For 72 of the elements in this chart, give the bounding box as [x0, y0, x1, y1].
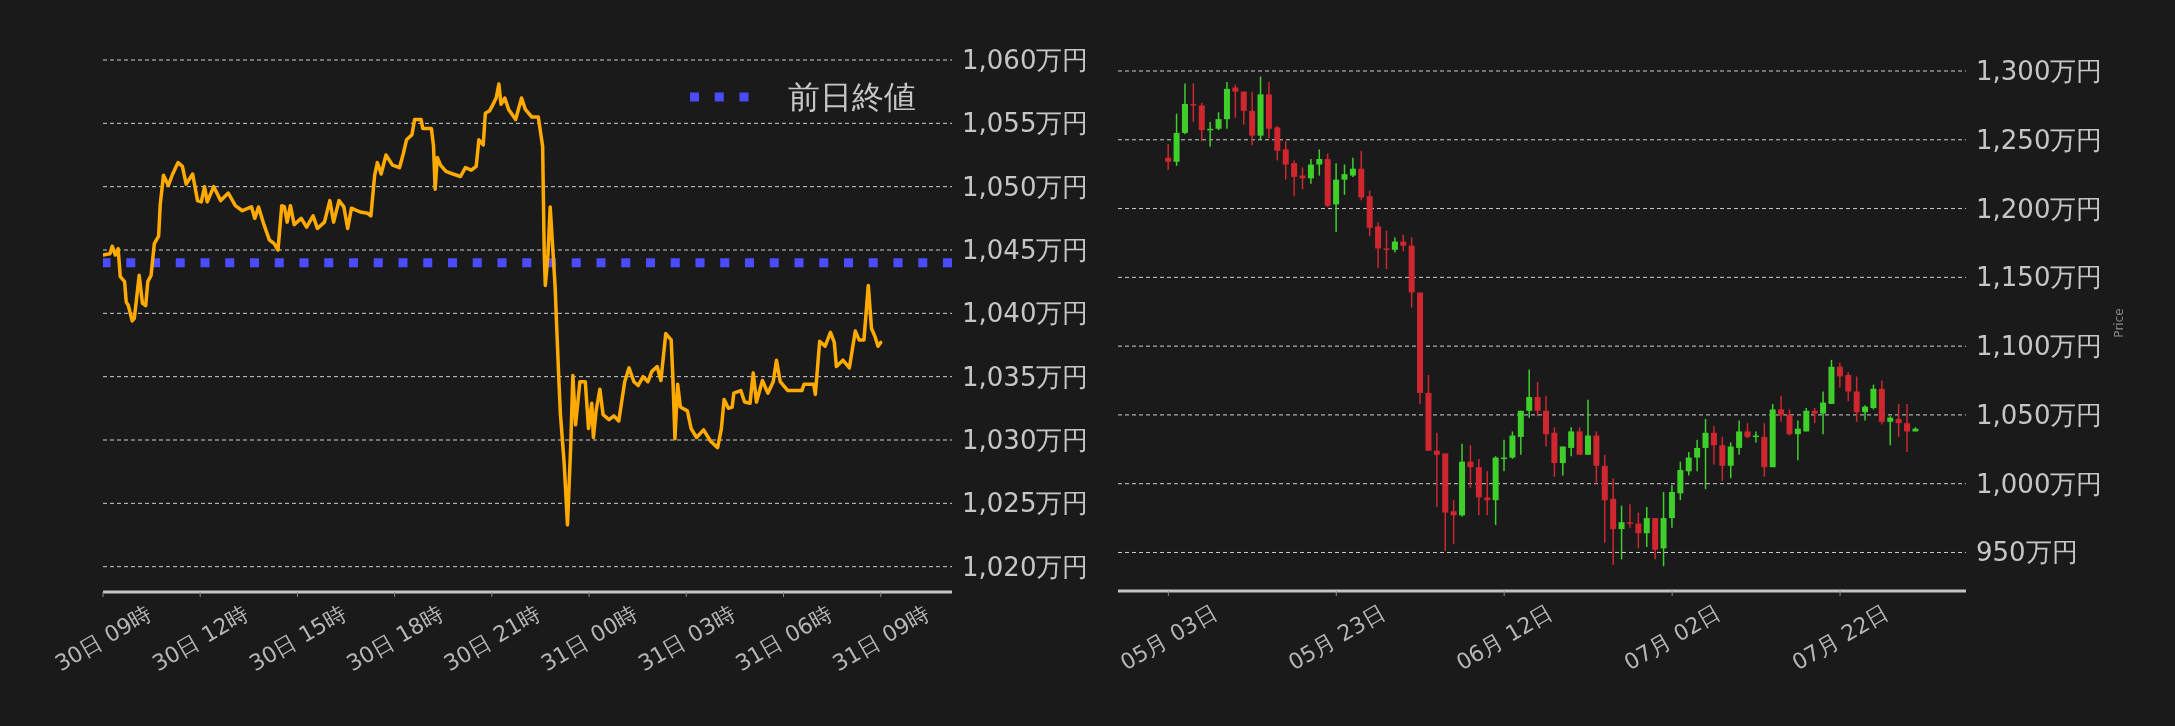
candlestick: [1190, 82, 1197, 123]
candlestick: [1433, 432, 1440, 508]
candlestick: [1778, 394, 1785, 423]
candlestick: [1736, 419, 1743, 456]
x-tick-label: 06月 12日: [1451, 599, 1557, 675]
candlestick: [1282, 140, 1289, 181]
candlestick: [1559, 445, 1566, 477]
candlestick: [1291, 159, 1298, 197]
y-tick-label: 1,020万円: [962, 551, 1089, 582]
candlestick: [1274, 125, 1281, 162]
candlestick: [1543, 394, 1549, 448]
y-tick-label: 1,300万円: [1976, 56, 2103, 86]
candlestick: [1643, 506, 1650, 548]
y-tick-label: 1,050万円: [1976, 399, 2103, 430]
candlestick: [1307, 158, 1314, 185]
candlestick: [1467, 444, 1474, 489]
candlestick: [1836, 361, 1843, 389]
x-tick-label: 07月 02日: [1619, 599, 1725, 675]
y-tick-label: 1,030万円: [962, 425, 1089, 455]
candlestick: [1677, 460, 1684, 501]
candlestick: [1584, 399, 1591, 456]
candlestick: [1853, 375, 1860, 423]
candlestick: [1232, 84, 1239, 119]
candlestick: [1526, 368, 1533, 419]
candlestick: [1450, 499, 1457, 545]
candlestick: [1719, 436, 1726, 482]
y-tick-label: 950万円: [1976, 537, 2078, 568]
y-tick-label: 1,000万円: [1976, 468, 2103, 499]
y-tick-label: 1,250万円: [1976, 124, 2103, 155]
y-tick-label: 1,045万円: [962, 235, 1089, 265]
y-tick-label: 1,060万円: [962, 45, 1089, 75]
candlestick: [1887, 415, 1894, 446]
legend-label: 前日終値: [788, 78, 916, 116]
candlestick: [1165, 143, 1172, 171]
candlestick: [1316, 148, 1323, 177]
candlestick: [1568, 426, 1575, 457]
y-tick-label: 1,100万円: [1976, 331, 2103, 362]
x-tick-label: 05月 03日: [1115, 599, 1221, 675]
y-tick-label: 1,150万円: [1976, 262, 2103, 293]
candlestick: [1626, 503, 1633, 529]
candlestick: [1870, 383, 1877, 411]
y-tick-label: 1,035万円: [962, 361, 1089, 392]
candlestick: [1702, 418, 1709, 490]
y-tick-label: 1,025万円: [962, 488, 1089, 519]
candlestick: [1710, 425, 1717, 466]
candlestick: [1895, 403, 1902, 438]
candlestick: [1786, 408, 1793, 437]
y-axis-title: Price: [2112, 308, 2126, 338]
candlestick: [1618, 504, 1625, 561]
candlestick: [1349, 156, 1356, 178]
candlestick: [1727, 441, 1734, 479]
y-tick-label: 1,050万円: [962, 171, 1089, 202]
x-tick-label: 07月 22日: [1787, 599, 1893, 675]
candlestick: [1820, 390, 1827, 435]
candlestick: [1534, 381, 1541, 418]
y-tick-label: 1,200万円: [1976, 193, 2103, 224]
candlestick: [1576, 426, 1583, 456]
y-tick-label: 1,055万円: [962, 108, 1089, 139]
candlestick: [1375, 221, 1382, 269]
candlestick: [1694, 438, 1701, 473]
candlestick: [1794, 419, 1801, 462]
candlestick: [1685, 451, 1692, 477]
candlestick: [1383, 229, 1390, 270]
candlestick: [1904, 403, 1911, 453]
candlestick: [1845, 371, 1852, 402]
candlestick: [1240, 90, 1247, 126]
x-tick-label: 05月 23日: [1283, 599, 1389, 675]
candlestick: [1509, 430, 1516, 460]
candlestick: [1484, 470, 1491, 517]
y-tick-label: 1,040万円: [962, 298, 1089, 329]
candlestick: [1341, 163, 1348, 196]
candlestick: [1635, 511, 1642, 550]
